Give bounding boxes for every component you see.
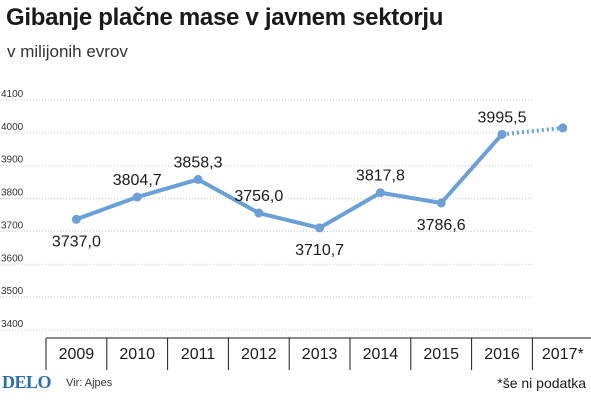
data-label: 3737,0 — [52, 233, 101, 250]
data-points — [71, 123, 568, 233]
data-label: 3804,7 — [113, 172, 162, 189]
y-tick-label: 3400 — [1, 319, 24, 330]
data-point — [193, 174, 203, 184]
data-label: 3710,7 — [295, 242, 344, 259]
data-point — [71, 214, 81, 224]
y-tick-label: 3500 — [1, 286, 24, 297]
data-label: 3858,3 — [174, 154, 223, 171]
series-line — [74, 125, 564, 230]
x-tick-label: 2011 — [181, 346, 216, 363]
data-point — [436, 198, 446, 208]
x-tick-label: 2017* — [542, 346, 584, 363]
chart-title: Gibanje plačne mase v javnem sektorju — [6, 4, 444, 31]
data-label: 3756,0 — [234, 188, 283, 205]
y-tick-label: 4100 — [1, 89, 24, 100]
data-point — [558, 123, 568, 133]
y-axis-ticks: 3400 3500 3600 3700 3800 3900 4000 4100 — [1, 89, 24, 330]
data-point — [254, 208, 264, 218]
x-tick-label: 2010 — [119, 346, 155, 363]
y-tick-label: 3700 — [1, 220, 24, 231]
x-tick-label: 2013 — [302, 346, 338, 363]
series-line-projected — [501, 125, 564, 137]
data-point — [315, 223, 325, 233]
y-tick-label: 4000 — [1, 122, 24, 133]
y-tick-label: 3600 — [1, 253, 24, 264]
data-point — [497, 129, 507, 139]
data-label: 3786,6 — [417, 217, 466, 234]
x-tick-label: 2012 — [241, 346, 277, 363]
x-tick-label: 2014 — [363, 346, 399, 363]
x-tick-label: 2016 — [484, 346, 520, 363]
data-label: 3995,5 — [478, 109, 527, 126]
data-point — [375, 188, 385, 198]
x-tick-label: 2015 — [423, 346, 459, 363]
data-label: 3817,8 — [356, 168, 405, 185]
brand-logo: DELO — [2, 372, 52, 392]
series-line-solid — [74, 132, 504, 230]
footnote: *še ni podatka — [497, 375, 586, 391]
y-tick-label: 3900 — [1, 155, 24, 166]
data-point — [132, 192, 142, 202]
x-tick-label: 2009 — [59, 346, 95, 363]
source-note: Vir: Ajpes — [66, 377, 113, 389]
data-labels: 3737,0 3804,7 3858,3 3756,0 3710,7 3817,8 3786… — [52, 109, 527, 259]
x-axis: 2009 2010 2011 2012 2013 2014 2015 2016 2017* — [45, 337, 591, 370]
y-tick-label: 3800 — [1, 188, 24, 199]
chart-subtitle: v milijonih evrov — [7, 42, 128, 61]
